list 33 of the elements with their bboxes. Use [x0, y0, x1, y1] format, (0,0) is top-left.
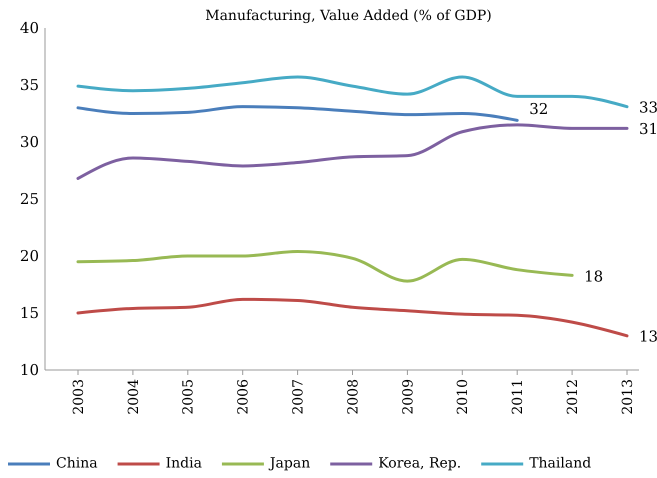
x-tick-label: 2010: [455, 379, 472, 415]
legend-label: Japan: [268, 456, 310, 472]
line-series: [76, 123, 628, 180]
x-tick-label: 2011: [510, 379, 526, 415]
y-tick-label: 10: [20, 360, 39, 379]
y-tick-label: 40: [20, 18, 39, 37]
y-tick-label: 35: [20, 76, 39, 94]
data-label: 18: [584, 267, 604, 286]
y-tick-label: 25: [20, 190, 39, 208]
x-tick-label: 2008: [345, 379, 362, 415]
line-series: [76, 250, 574, 283]
x-tick-label: 2004: [126, 378, 142, 415]
x-tick-label: 2003: [70, 379, 87, 415]
legend-label: China: [56, 456, 98, 472]
legend-label: Thailand: [529, 456, 592, 472]
legend-label: Korea, Rep.: [378, 456, 462, 472]
y-tick-label: 20: [20, 246, 39, 265]
x-tick-label: 2013: [620, 379, 636, 415]
data-label: 31: [639, 120, 657, 138]
line-series: [76, 105, 519, 122]
x-tick-label: 2006: [236, 378, 252, 415]
chart-title: Manufacturing, Value Added (% of GDP): [205, 8, 492, 24]
legend-label: India: [166, 456, 202, 472]
data-label: 33: [639, 98, 657, 117]
line-series: [76, 298, 628, 338]
x-tick-label: 2012: [565, 379, 581, 415]
y-tick-label: 30: [20, 132, 39, 151]
data-label: 32: [529, 100, 548, 118]
x-tick-label: 2007: [290, 379, 306, 415]
data-label: 13: [639, 328, 657, 346]
x-tick-label: 2005: [180, 379, 197, 415]
y-tick-label: 15: [20, 304, 39, 322]
x-tick-label: 2009: [400, 379, 416, 415]
